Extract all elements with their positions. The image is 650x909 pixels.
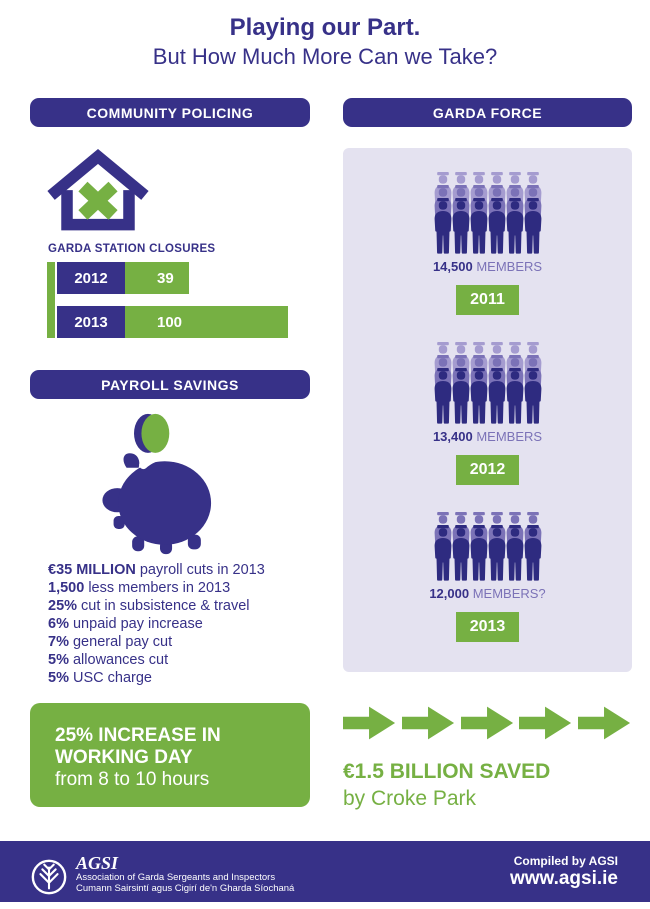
members-label: 14,500 MEMBERS <box>432 259 543 274</box>
stat-line: 7% general pay cut <box>48 634 173 650</box>
members-label: 12,000 MEMBERS? <box>429 586 546 601</box>
working-day-line3: from 8 to 10 hours <box>55 769 210 790</box>
stat-line: 25% cut in subsistence & travel <box>48 598 250 614</box>
payroll-savings-header: PAYROLL SAVINGS <box>30 370 310 399</box>
person-icon <box>522 525 544 582</box>
stat-line: €35 MILLION payroll cuts in 2013 <box>48 562 265 578</box>
house-closure-icon <box>47 148 149 231</box>
working-day-callout: 25% INCREASE IN WORKING DAY from 8 to 10… <box>30 703 310 807</box>
year-badge: 2012 <box>456 455 519 485</box>
year-badge: 2013 <box>456 612 519 642</box>
right-arrow-icon <box>461 699 515 747</box>
working-day-line2: WORKING DAY <box>55 747 193 768</box>
bar-value: 100 <box>125 306 288 338</box>
bar-year-label: 2013 <box>57 306 125 338</box>
people-pictogram <box>432 512 544 582</box>
right-arrow-icon <box>519 699 573 747</box>
year-badge: 2011 <box>456 285 519 315</box>
garda-force-group: 13,400 MEMBERS 2012 <box>432 342 544 485</box>
page-subtitle: But How Much More Can we Take? <box>152 44 498 69</box>
person-icon <box>522 198 544 255</box>
coin-icon <box>141 413 170 453</box>
stat-line: 1,500 less members in 2013 <box>48 580 231 596</box>
payroll-stats-list: €35 MILLION payroll cuts in 2013 1,500 le… <box>48 561 265 687</box>
bar-year-label: 2012 <box>57 262 125 294</box>
people-pictogram <box>432 172 544 255</box>
working-day-line1: 25% INCREASE IN <box>55 725 221 746</box>
page-title: Playing our Part. <box>229 14 421 41</box>
garda-force-group: 12,000 MEMBERS? 2013 <box>429 512 546 642</box>
stat-line: 5% USC charge <box>48 670 152 686</box>
bar-row: 2012 39 <box>57 262 288 294</box>
garda-force-groups: 14,500 MEMBERS 2011 13,400 MEMBERS 2012 12,0… <box>343 148 632 642</box>
org-description: Association of Garda Sergeants and Inspe… <box>76 872 294 894</box>
right-arrow-icon <box>343 699 397 747</box>
bar-value: 39 <box>125 262 189 294</box>
stat-line: 6% unpaid pay increase <box>48 616 203 632</box>
community-policing-header: COMMUNITY POLICING <box>30 98 310 127</box>
progress-arrows <box>343 699 632 747</box>
garda-force-header: GARDA FORCE <box>343 98 632 127</box>
right-arrow-icon <box>578 699 632 747</box>
garda-station-closures-label: GARDA STATION CLOSURES <box>48 243 216 255</box>
bar-rows: 2012 39 2013 100 <box>57 262 288 350</box>
garda-force-group: 14,500 MEMBERS 2011 <box>432 172 544 315</box>
agsi-name: AGSI <box>76 853 119 873</box>
stat-line: 5% allowances cut <box>48 652 169 668</box>
org-line2: Cumann Sairsintí agus Cigirí de'n Gharda… <box>76 883 295 894</box>
people-pictogram <box>432 342 544 425</box>
station-closures-bar-chart: 2012 39 2013 100 <box>47 262 307 339</box>
croke-park-subline: by Croke Park <box>343 787 477 810</box>
org-line1: Association of Garda Sergeants and Inspe… <box>76 872 276 883</box>
person-icon <box>522 368 544 425</box>
piggy-bank-icon <box>102 413 212 555</box>
footer: AGSI Association of Garda Sergeants and … <box>0 841 650 902</box>
chart-axis <box>47 262 55 338</box>
compiled-by-label: Compiled by AGSI <box>513 854 618 868</box>
agsi-tree-logo-icon <box>31 859 67 895</box>
bar-row: 2013 100 <box>57 306 288 338</box>
members-label: 13,400 MEMBERS <box>432 429 543 444</box>
garda-force-panel: 14,500 MEMBERS 2011 13,400 MEMBERS 2012 12,0… <box>343 148 632 672</box>
right-arrow-icon <box>402 699 456 747</box>
billion-saved-headline: €1.5 BILLION SAVED <box>343 760 551 783</box>
website-link[interactable]: www.agsi.ie <box>509 868 618 889</box>
